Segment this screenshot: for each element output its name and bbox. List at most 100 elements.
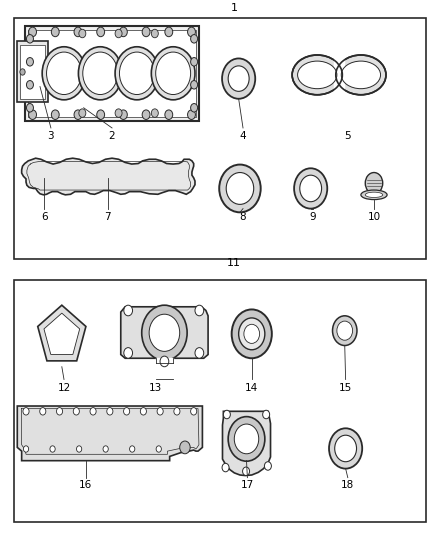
Circle shape — [263, 410, 270, 419]
Circle shape — [165, 27, 173, 37]
Circle shape — [79, 109, 86, 117]
Circle shape — [120, 52, 154, 94]
Circle shape — [26, 58, 33, 66]
Circle shape — [156, 446, 161, 452]
Circle shape — [97, 27, 105, 37]
Polygon shape — [21, 158, 195, 195]
Ellipse shape — [226, 173, 254, 204]
Ellipse shape — [365, 192, 383, 197]
Circle shape — [195, 305, 204, 316]
Circle shape — [222, 59, 255, 99]
Circle shape — [223, 410, 230, 419]
Circle shape — [329, 429, 362, 469]
Circle shape — [90, 408, 96, 415]
Bar — [17, 42, 48, 102]
Text: 5: 5 — [345, 131, 351, 141]
Circle shape — [40, 408, 46, 415]
Circle shape — [191, 103, 198, 112]
Circle shape — [335, 435, 357, 462]
Circle shape — [107, 408, 113, 415]
Circle shape — [51, 110, 59, 119]
Text: 10: 10 — [367, 212, 381, 222]
Text: 8: 8 — [240, 212, 246, 222]
Text: 1: 1 — [231, 3, 238, 13]
Circle shape — [28, 27, 36, 37]
Circle shape — [191, 35, 198, 43]
Bar — [14, 280, 426, 522]
Polygon shape — [38, 305, 86, 361]
Circle shape — [74, 27, 82, 37]
Circle shape — [244, 324, 260, 343]
Polygon shape — [334, 55, 344, 95]
Circle shape — [191, 408, 197, 415]
Text: 18: 18 — [341, 480, 354, 490]
Circle shape — [160, 356, 169, 367]
Ellipse shape — [361, 190, 387, 199]
Circle shape — [187, 110, 195, 119]
Circle shape — [142, 305, 187, 360]
Circle shape — [239, 318, 265, 350]
Circle shape — [26, 35, 33, 43]
Circle shape — [165, 110, 173, 119]
Circle shape — [191, 58, 198, 66]
Bar — [14, 18, 426, 259]
Circle shape — [149, 314, 180, 351]
Circle shape — [42, 47, 86, 100]
Circle shape — [97, 110, 105, 119]
Circle shape — [337, 321, 353, 340]
Polygon shape — [223, 411, 271, 475]
Circle shape — [124, 348, 133, 358]
Circle shape — [50, 446, 55, 452]
Circle shape — [243, 467, 250, 475]
Circle shape — [142, 110, 150, 119]
Text: 4: 4 — [240, 131, 246, 141]
Text: 15: 15 — [339, 383, 352, 393]
Circle shape — [46, 52, 81, 94]
Text: 7: 7 — [104, 212, 111, 222]
Circle shape — [120, 27, 127, 37]
Circle shape — [174, 408, 180, 415]
Circle shape — [73, 408, 79, 415]
Circle shape — [151, 109, 158, 117]
Circle shape — [83, 52, 118, 94]
Circle shape — [124, 408, 130, 415]
Circle shape — [115, 109, 122, 117]
Circle shape — [77, 446, 82, 452]
Circle shape — [151, 47, 195, 100]
Ellipse shape — [297, 61, 337, 88]
Circle shape — [26, 80, 33, 89]
Circle shape — [26, 103, 33, 112]
Circle shape — [23, 408, 29, 415]
Text: 2: 2 — [109, 131, 115, 141]
Circle shape — [120, 110, 127, 119]
Circle shape — [115, 29, 122, 38]
Circle shape — [191, 80, 198, 89]
Circle shape — [157, 408, 163, 415]
Circle shape — [28, 110, 36, 119]
Circle shape — [228, 66, 249, 91]
Circle shape — [151, 29, 158, 38]
Text: 12: 12 — [57, 383, 71, 393]
Circle shape — [51, 27, 59, 37]
Text: 14: 14 — [245, 383, 258, 393]
Circle shape — [79, 29, 86, 38]
Bar — [28, 30, 196, 117]
Circle shape — [265, 462, 272, 470]
Circle shape — [57, 408, 63, 415]
Circle shape — [130, 446, 135, 452]
Ellipse shape — [292, 55, 343, 95]
Bar — [25, 26, 199, 121]
Circle shape — [78, 47, 122, 100]
Circle shape — [74, 110, 82, 119]
Circle shape — [115, 47, 159, 100]
Bar — [20, 45, 45, 99]
Circle shape — [140, 408, 146, 415]
Circle shape — [23, 446, 28, 452]
Circle shape — [180, 441, 190, 454]
Circle shape — [232, 310, 272, 358]
Text: 9: 9 — [310, 212, 316, 222]
Circle shape — [195, 348, 204, 358]
Circle shape — [155, 52, 191, 94]
Circle shape — [365, 173, 383, 194]
Circle shape — [187, 27, 195, 37]
